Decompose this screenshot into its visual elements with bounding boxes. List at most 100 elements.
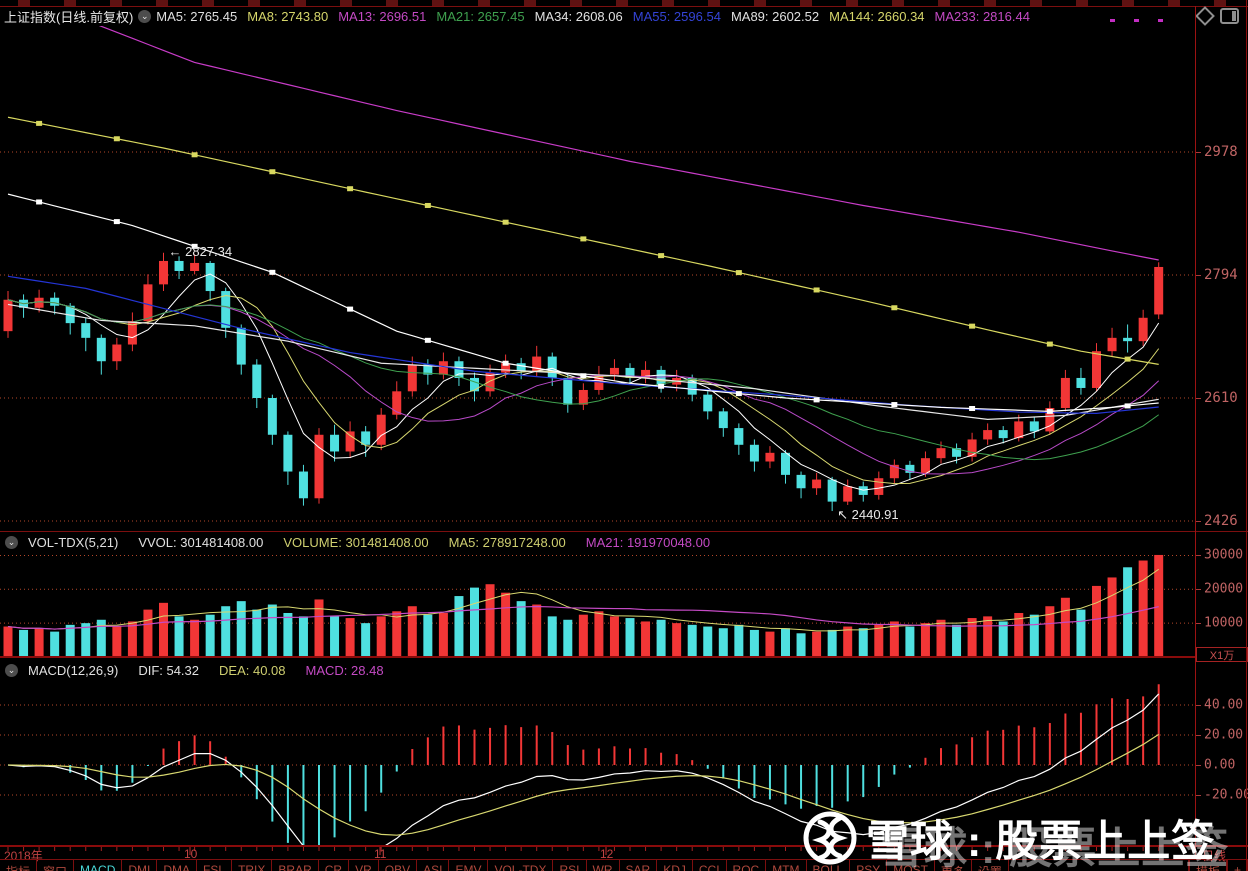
axis-tick [1195,398,1201,399]
chevron-down-icon[interactable]: ⌄ [138,9,152,23]
vol-value-0: VOL-TDX(5,21) [28,534,119,550]
cropped-top-toolbar [0,0,1248,7]
date-label-10: 10 [184,847,198,861]
volume-values: VOL-TDX(5,21) VVOL: 301481408.00 VOLUME: 3… [28,535,720,550]
axis-label-2978: 2978 [1204,144,1238,160]
axis-tick [1195,705,1201,706]
axis-tick [1195,795,1201,796]
tab-VR[interactable]: VR [349,860,379,871]
tab-KDJ[interactable]: KDJ [657,860,693,871]
chevron-down-icon[interactable]: ⌄ [5,663,18,677]
ma-value-2: MA13: 2696.51 [338,8,427,24]
axis-tick [1195,521,1201,522]
macd-value-3: MACD: 28.48 [305,662,384,678]
tab-CCI[interactable]: CCI [693,860,727,871]
volume-baseline [0,656,1195,658]
macd-value-2: DEA: 40.08 [219,662,286,678]
ma-value-1: MA8: 2743.80 [247,8,329,24]
ma-value-8: MA233: 2816.44 [934,8,1030,24]
tab-BOLL[interactable]: BOLL [807,860,851,871]
tab-SAR[interactable]: SAR [620,860,658,871]
axis-separator-line [1195,6,1196,858]
panel-layout-icon[interactable] [1220,8,1239,24]
bottom-axis-line [0,845,1248,847]
pane-separator [0,531,1248,532]
axis-tick [1195,765,1201,766]
price-pane [0,26,1195,522]
tab-更多[interactable]: 更多 [935,860,972,871]
vol-value-1: VVOL: 301481408.00 [138,534,264,550]
ma-value-0: MA5: 2765.45 [156,8,238,24]
macd-value-0: MACD(12,26,9) [28,662,119,678]
volume-pane [0,554,1195,657]
macd-pane [0,684,1195,845]
axis-label-10000: 10000 [1204,615,1244,631]
tab-指标[interactable]: 指标 [0,860,38,871]
tab-+[interactable]: + [1226,860,1248,871]
axis-tick [1195,152,1201,153]
macd-value-1: DIF: 54.32 [138,662,200,678]
vol-value-4: MA21: 191970048.00 [585,534,711,550]
axis-tick [1195,735,1201,736]
axis-label-20.00: 20.00 [1204,727,1244,743]
tab-BRAR[interactable]: BRAR [272,860,319,871]
magenta-dot-icon [1158,19,1163,22]
axis-label-30000: 30000 [1204,547,1244,563]
window-right-border [1246,0,1247,871]
axis-tick [1195,589,1201,591]
axis-label-2610: 2610 [1204,390,1238,406]
tab-TRIX[interactable]: TRIX [232,860,273,871]
axis-tick [1195,555,1201,557]
ma-value-4: MA34: 2608.06 [534,8,623,24]
tab-FSL[interactable]: FSL [197,860,233,871]
tab-DMA[interactable]: DMA [157,860,198,871]
header-icons [1100,6,1240,26]
axis-ticks [7,847,1160,855]
vol-value-2: VOLUME: 301481408.00 [283,534,429,550]
tab-窗口[interactable]: 窗口 [37,860,75,871]
chevron-down-icon[interactable]: ⌄ [5,535,18,549]
magenta-dot-icon [1110,19,1115,22]
ma-value-7: MA144: 2660.34 [829,8,925,24]
axis-tick [1195,623,1201,625]
axis-label-40.00: 40.00 [1204,697,1244,713]
tab-bar-spacer [1009,860,1189,871]
tab-CR[interactable]: CR [319,860,350,871]
tab-ASI[interactable]: ASI [417,860,450,871]
ma-value-5: MA55: 2596.54 [632,8,721,24]
ma-value-3: MA21: 2657.45 [436,8,525,24]
axis-label--20.00: -20.00 [1204,787,1248,803]
tab-EMV[interactable]: EMV [449,860,489,871]
axis-label-0.00: 0.00 [1204,757,1236,773]
tab-设置[interactable]: 设置 [972,860,1009,871]
high-price-annotation: ← 2827.34 [168,243,233,259]
indicator-tab-bar: 指标窗口MACDDMIDMAFSLTRIXBRARCRVROBVASIEMVVO… [0,859,1248,871]
date-label-12: 12 [600,847,614,861]
low-price-annotation: ↖ 2440.91 [837,507,899,523]
tab-模板[interactable]: 模板 [1188,860,1227,871]
tab-WR[interactable]: WR [587,860,620,871]
tab-VOL-TDX[interactable]: VOL-TDX [488,860,554,871]
tab-ROC[interactable]: ROC [727,860,767,871]
magenta-dot-icon [1134,19,1139,22]
vol-value-3: MA5: 278917248.00 [448,534,566,550]
tab-MACD[interactable]: MACD [74,860,123,871]
tab-PSY[interactable]: PSY [850,860,888,871]
tab-RSI[interactable]: RSI [553,860,587,871]
date-label-11: 11 [374,847,387,861]
tab-MTM[interactable]: MTM [766,860,807,871]
volume-unit-box: X1万 [1196,647,1248,662]
axis-tick [1195,275,1201,276]
tab-MOST[interactable]: MOST [887,860,935,871]
macd-pane-header: ⌄ MACD(12,26,9) DIF: 54.32 DEA: 40.08 MACD:… [0,662,404,678]
tab-DMI[interactable]: DMI [122,860,158,871]
axis-label-2794: 2794 [1204,267,1238,283]
page-title: 上证指数(日线.前复权) [4,9,134,25]
tab-OBV[interactable]: OBV [379,860,418,871]
axis-label-2426: 2426 [1204,513,1238,529]
axis-label-20000: 20000 [1204,581,1244,597]
ma-value-6: MA89: 2602.52 [730,8,820,24]
chart-header: 上证指数(日线.前复权) ⌄ MA5: 2765.45 MA8: 2743.80 M… [0,7,1248,25]
